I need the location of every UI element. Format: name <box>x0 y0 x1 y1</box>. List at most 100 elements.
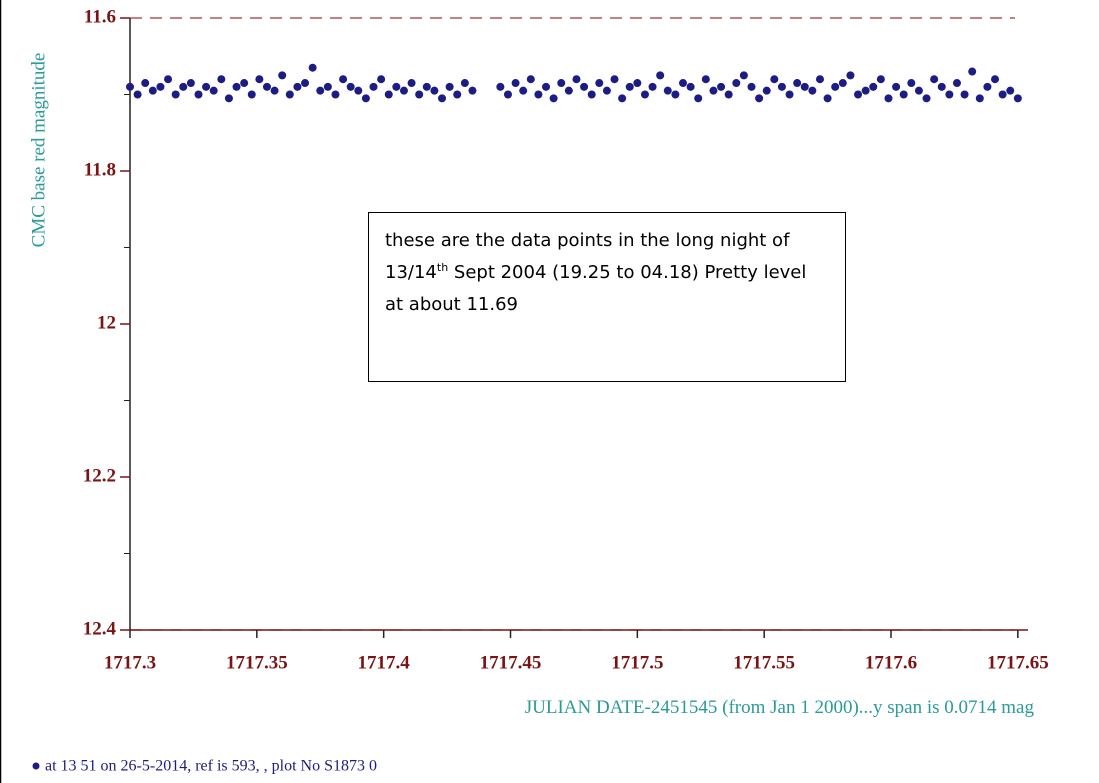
data-point <box>861 86 870 95</box>
x-tick-label: 1717.6 <box>865 652 917 673</box>
data-point <box>224 94 233 103</box>
data-point <box>762 86 771 95</box>
data-point <box>564 86 573 95</box>
data-point <box>468 86 477 95</box>
data-point <box>968 67 977 76</box>
data-point <box>907 79 916 88</box>
data-point <box>945 90 954 99</box>
data-point <box>937 82 946 91</box>
data-point <box>717 82 726 91</box>
data-point <box>549 94 558 103</box>
y-tick-label: 12.4 <box>83 618 117 639</box>
data-point <box>255 75 264 84</box>
y-tick-label: 11.6 <box>84 6 116 27</box>
data-point <box>126 82 134 91</box>
data-point <box>876 75 885 84</box>
x-tick-label: 1717.4 <box>358 652 411 673</box>
data-point <box>808 86 817 95</box>
data-point <box>534 90 543 99</box>
data-point <box>503 90 512 99</box>
data-point <box>240 79 249 88</box>
data-point <box>496 82 505 91</box>
data-point <box>526 75 535 84</box>
data-point <box>724 90 733 99</box>
data-point <box>542 82 551 91</box>
x-tick-label: 1717.35 <box>226 652 288 673</box>
data-point <box>445 82 454 91</box>
data-point <box>755 94 764 103</box>
x-tick-label: 1717.5 <box>611 652 663 673</box>
data-point <box>519 86 528 95</box>
data-point <box>595 79 604 88</box>
data-point <box>285 90 294 99</box>
data-point <box>217 75 226 84</box>
data-point <box>884 94 893 103</box>
annotation-sup: th <box>436 261 449 274</box>
data-point <box>709 86 718 95</box>
y-tick-label: 12 <box>97 312 116 333</box>
data-point <box>323 82 332 91</box>
data-point <box>194 90 203 99</box>
data-point <box>648 82 657 91</box>
data-point <box>869 82 878 91</box>
x-tick-label: 1717.3 <box>104 652 156 673</box>
data-point <box>701 75 710 84</box>
data-point <box>823 94 832 103</box>
data-point <box>164 75 173 84</box>
data-point <box>1006 86 1015 95</box>
data-point <box>694 94 703 103</box>
data-point <box>141 79 150 88</box>
data-point <box>625 82 634 91</box>
data-point <box>793 79 802 88</box>
data-point <box>278 71 287 80</box>
y-tick-label: 12.2 <box>83 465 116 486</box>
data-point <box>739 71 748 80</box>
data-point <box>270 86 279 95</box>
data-point <box>922 94 931 103</box>
data-point <box>587 90 596 99</box>
y-tick-label: 11.8 <box>84 159 116 180</box>
data-point <box>148 86 157 95</box>
x-tick-label: 1717.65 <box>987 652 1049 673</box>
data-point <box>732 79 741 88</box>
data-point <box>354 86 363 95</box>
data-point <box>460 79 469 88</box>
data-point <box>998 90 1007 99</box>
data-point <box>785 90 794 99</box>
data-point <box>511 79 520 88</box>
data-point <box>339 75 348 84</box>
data-point <box>679 79 688 88</box>
data-point <box>602 86 611 95</box>
annotation-text: these are the data points in the long ni… <box>385 230 790 283</box>
data-point <box>453 90 462 99</box>
data-point <box>663 86 672 95</box>
data-point <box>202 82 211 91</box>
data-point <box>930 75 939 84</box>
x-axis-label: JULIAN DATE-2451545 (from Jan 1 2000)...… <box>525 697 1035 718</box>
data-point <box>838 79 847 88</box>
data-point <box>800 82 809 91</box>
data-point <box>399 86 408 95</box>
y-axis-label: CMC base red magnitude <box>28 53 49 248</box>
data-point <box>262 82 271 91</box>
data-point <box>831 82 840 91</box>
data-point <box>133 90 142 99</box>
data-point <box>854 90 863 99</box>
data-point <box>293 82 302 91</box>
legend-marker <box>32 762 40 770</box>
data-point <box>557 79 566 88</box>
data-point <box>686 82 695 91</box>
data-point <box>301 79 310 88</box>
data-point <box>952 79 961 88</box>
data-point <box>316 86 325 95</box>
data-point <box>975 94 984 103</box>
x-tick-label: 1717.55 <box>733 652 795 673</box>
data-point <box>422 82 431 91</box>
footer: at 13 51 on 26-5-2014, ref is 593, , plo… <box>45 758 377 775</box>
data-point <box>308 63 317 72</box>
data-point <box>671 90 680 99</box>
annotation: these are the data points in the long ni… <box>368 212 846 382</box>
data-point <box>580 82 589 91</box>
